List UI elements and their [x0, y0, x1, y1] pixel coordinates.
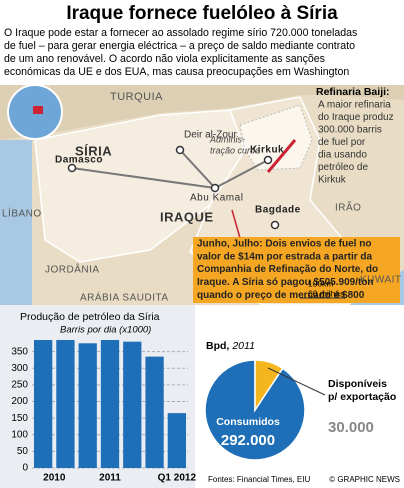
pie-legend-text: Disponíveis	[328, 378, 387, 390]
kurdish-region	[239, 104, 313, 171]
callout-line	[231, 209, 241, 239]
map-label: ARÁBIA SAUDITA	[80, 291, 169, 304]
baiji-line: dia usando	[318, 150, 367, 161]
city-dot	[210, 183, 220, 193]
shipments-box	[193, 237, 400, 303]
shipments-line: Companhia de Refinação do Norte, do	[197, 264, 378, 275]
bar	[78, 343, 97, 468]
y-tick-label: 250	[11, 380, 28, 391]
map-label: Bagdade	[255, 205, 301, 216]
map-label: Damasco	[55, 155, 103, 166]
map-label: IRÃO	[335, 201, 361, 214]
scale-label: 60 milhas	[308, 288, 344, 298]
baiji-line: 300.000 barris	[318, 125, 382, 136]
baiji-line: Kirkuk	[318, 175, 347, 186]
pie-slice	[254, 359, 284, 413]
pie-subtitle: 2011	[231, 340, 255, 352]
map-label: TURQUIA	[110, 91, 163, 103]
shipments-line: quando o preço de mercado é $800	[197, 290, 365, 301]
x-period-label: 2011	[99, 473, 121, 484]
map-label: IRAQUE	[160, 209, 214, 224]
scale-label: 100km	[308, 278, 334, 288]
pie-legend: Consumidos	[216, 416, 280, 428]
map-label: JORDÂNIA	[45, 263, 100, 276]
map-label: Kirkuk	[250, 145, 284, 156]
city-dot	[270, 220, 280, 230]
y-tick-label: 350	[11, 346, 28, 357]
pie-leader	[267, 367, 326, 396]
bar	[56, 339, 75, 468]
kurdish-label: tração curda	[210, 145, 260, 155]
locator-box	[33, 106, 43, 114]
y-tick-label: 0	[22, 463, 28, 474]
x-period-label: 2010	[43, 473, 66, 484]
intro-line: de fuel – para gerar energia eléctrica –…	[4, 40, 355, 52]
map-label: Abu Kamal	[190, 193, 243, 204]
baiji-line: do Iraque produz	[318, 112, 394, 123]
pie-title: Bpd, 2011	[206, 340, 255, 352]
y-tick-label: 300	[11, 363, 28, 374]
bar-title: Produção de petróleo da Síria	[20, 311, 160, 323]
sources: Fontes: Financial Times, EIU	[208, 475, 310, 484]
intro-line: de um ano renovável. O acordo não viola …	[4, 53, 325, 65]
title: Iraque fornece fuelóleo à Síria	[66, 3, 338, 24]
bar	[123, 341, 142, 468]
pie-legend-text: p/ exportação	[328, 391, 396, 403]
shipments-line: Junho, Julho: Dois envios de fuel no	[197, 239, 371, 250]
pie-value-label: 292.000	[221, 432, 275, 449]
bar-subtitle: Barris por dia (x1000)	[60, 325, 151, 336]
map-label: LÍBANO	[2, 207, 42, 220]
y-tick-label: 100	[11, 429, 28, 440]
map-label: SÍRIA	[75, 143, 112, 158]
baiji-line: petróleo de	[318, 162, 368, 173]
turkey	[0, 85, 404, 140]
pipeline	[266, 139, 297, 173]
baiji-title: Refinaria Baiji:	[316, 86, 390, 98]
sea	[0, 140, 32, 305]
shipments-line: valor de $14m por estrada a partir da	[197, 251, 373, 262]
x-period-label: Q1 2012	[158, 473, 197, 484]
bar	[145, 356, 164, 468]
intro-line: O Iraque pode estar a fornecer ao assola…	[4, 27, 357, 39]
baiji-line: A maior refinaria	[318, 100, 391, 111]
pie-title-main: Bpd,	[206, 340, 229, 352]
y-tick-label: 50	[17, 446, 29, 457]
y-tick-label: 200	[11, 396, 28, 407]
bar	[167, 413, 186, 468]
shipments-line: Iraque. A Síria só pagou $505.909/ton	[197, 277, 374, 288]
map-label: KUWAIT	[360, 275, 402, 286]
city-dot	[263, 155, 273, 165]
pie-value-label: 30.000	[328, 419, 374, 436]
city-dot	[175, 145, 185, 155]
map-label: Deir al-Zour	[184, 130, 237, 141]
pie-legend: Disponíveis p/ exportação	[328, 378, 396, 403]
bar	[100, 339, 120, 468]
city-dot	[67, 163, 77, 173]
kurdish-label: Adminis-	[209, 134, 245, 144]
baiji-line: de fuel por	[318, 137, 366, 148]
y-tick-label: 150	[11, 413, 28, 424]
bar	[34, 339, 53, 468]
intro-line: económicas da UE e dos EUA, mas causa pr…	[4, 66, 349, 78]
credit: © GRAPHIC NEWS	[329, 475, 400, 484]
